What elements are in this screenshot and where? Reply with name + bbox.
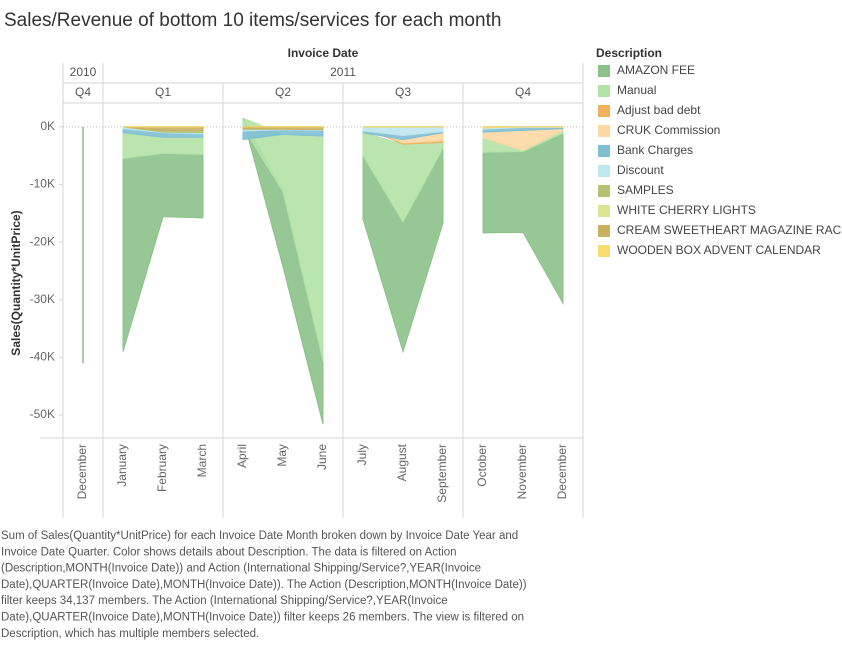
legend-swatch: [598, 205, 610, 217]
legend-label: WHITE CHERRY LIGHTS: [617, 203, 756, 217]
x-tick-label: January: [115, 444, 129, 487]
caption-line: filter keeps 34,137 members. The Action …: [1, 595, 448, 607]
quarter-label: Q3: [395, 85, 411, 99]
y-tick-label: -20K: [30, 234, 55, 248]
year-label: 2011: [330, 65, 356, 79]
x-tick-label: November: [515, 444, 529, 499]
caption-line: Date),QUARTER(Invoice Date),MONTH(Invoic…: [1, 612, 524, 624]
area: [122, 152, 204, 352]
quarter-label: Q4: [75, 85, 91, 99]
caption-line: Description, which has multiple members …: [1, 628, 259, 640]
area: [482, 126, 563, 128]
x-tick-label: May: [275, 444, 289, 467]
legend-label: SAMPLES: [617, 183, 674, 197]
x-tick-label: October: [475, 444, 489, 487]
x-tick-label: March: [195, 444, 209, 477]
legend-label: AMAZON FEE: [617, 63, 695, 77]
x-tick-label: April: [235, 444, 249, 468]
legend-label: Bank Charges: [617, 143, 693, 157]
year-label: 2010: [70, 65, 97, 79]
legend-swatch: [598, 165, 610, 177]
legend-swatch: [598, 85, 610, 97]
quarter-label: Q1: [155, 85, 171, 99]
y-tick-label: 0K: [40, 119, 55, 133]
x-tick-label: December: [555, 444, 569, 499]
header-title: Invoice Date: [288, 46, 359, 60]
x-tick-label: December: [75, 444, 89, 499]
quarter-label: Q4: [515, 85, 531, 99]
legend-label: CRUK Commission: [617, 123, 720, 137]
legend-swatch: [598, 185, 610, 197]
legend-label: CREAM SWEETHEART MAGAZINE RACK: [617, 223, 842, 237]
x-tick-label: July: [355, 444, 369, 465]
caption-line: Date),QUARTER(Invoice Date),MONTH(Invoic…: [1, 579, 527, 591]
legend-swatch: [598, 65, 610, 77]
legend-swatch: [598, 125, 610, 137]
x-tick-label: February: [155, 444, 169, 492]
quarter-label: Q2: [275, 85, 291, 99]
legend-swatch: [598, 245, 610, 257]
legend-swatch: [598, 145, 610, 157]
legend-label: Manual: [617, 83, 656, 97]
legend-title: Description: [596, 46, 662, 60]
y-axis-label: Sales(Quantity*UnitPrice): [9, 210, 23, 355]
y-tick-label: -30K: [30, 292, 55, 306]
chart-title: Sales/Revenue of bottom 10 items/service…: [4, 10, 501, 31]
area: [482, 132, 564, 306]
legend-swatch: [598, 225, 610, 237]
x-tick-label: August: [395, 443, 409, 481]
caption-line: (Description,MONTH(Invoice Date)) and Ac…: [1, 563, 481, 575]
legend-label: Adjust bad debt: [617, 103, 701, 117]
y-tick-label: -50K: [30, 407, 55, 421]
legend-swatch: [598, 105, 610, 117]
legend-label: Discount: [617, 163, 664, 177]
x-tick-label: September: [435, 444, 449, 503]
caption-line: Invoice Date Quarter. Color shows detail…: [1, 546, 457, 558]
y-tick-label: -10K: [30, 177, 55, 191]
caption-line: Sum of Sales(Quantity*UnitPrice) for eac…: [1, 530, 518, 542]
y-tick-label: -40K: [30, 350, 55, 364]
legend-label: WOODEN BOX ADVENT CALENDAR: [617, 243, 821, 257]
x-tick-label: June: [315, 444, 329, 470]
